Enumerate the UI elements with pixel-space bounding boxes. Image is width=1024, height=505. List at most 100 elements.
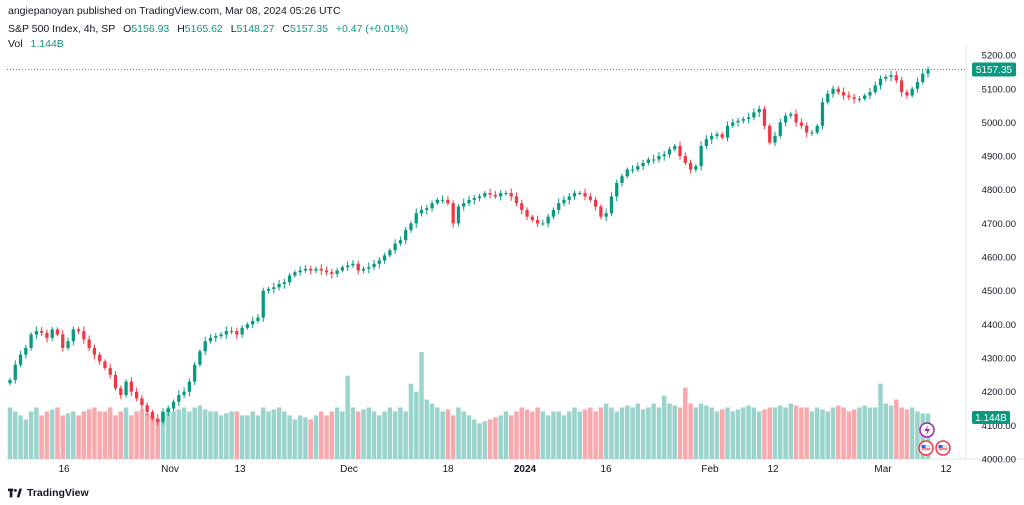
- candle-body: [430, 203, 434, 209]
- volume-bar: [688, 403, 693, 459]
- volume-bar: [440, 411, 445, 459]
- candle-body: [145, 405, 149, 412]
- volume-bar: [334, 407, 340, 459]
- volume-bar: [371, 411, 377, 459]
- volume-bar: [81, 411, 87, 459]
- candle-body: [731, 122, 735, 126]
- volume-bar: [561, 415, 567, 459]
- volume-bar: [308, 419, 313, 459]
- time-tick-label: Nov: [161, 464, 179, 475]
- price-tick-label: 5200.00: [982, 51, 1016, 62]
- candle-body: [113, 374, 118, 389]
- volume-bar: [255, 415, 261, 459]
- candle-body: [488, 193, 492, 195]
- candle-body: [171, 401, 176, 409]
- candle-body: [71, 329, 75, 342]
- volume-bar: [324, 415, 329, 459]
- volume-bar: [403, 411, 408, 459]
- price-tick-label: 5000.00: [982, 118, 1016, 129]
- candle-body: [166, 408, 170, 412]
- candle-body: [319, 268, 323, 271]
- candle-body: [493, 194, 498, 197]
- volume-bar: [28, 411, 34, 459]
- volume-bar: [493, 417, 498, 459]
- volume-bar: [846, 411, 852, 459]
- volume-bar: [139, 409, 145, 459]
- volume-bar: [878, 383, 883, 459]
- candle-body: [240, 327, 244, 335]
- candle-body: [66, 341, 70, 348]
- candle-body: [620, 176, 624, 183]
- footer-brand: TradingView: [27, 487, 89, 499]
- candle-body: [694, 166, 698, 170]
- candle-body: [805, 125, 809, 133]
- candle-body: [588, 196, 592, 200]
- candle-body: [551, 209, 556, 217]
- candle-body: [593, 199, 598, 207]
- volume-bar: [266, 411, 271, 459]
- volume-bar: [387, 407, 393, 459]
- volume-label: Vol: [8, 38, 23, 50]
- candle-body: [520, 203, 524, 210]
- volume-bar: [287, 415, 292, 459]
- volume-bar: [704, 405, 709, 459]
- candle-body: [710, 135, 714, 140]
- ohlc-legend: S&P 500 Index, 4h, SP O5156.93 H5165.62 …: [8, 23, 413, 35]
- candle-body: [599, 206, 603, 217]
- candle-body: [483, 193, 487, 197]
- volume-bar: [656, 407, 662, 459]
- price-tick-label: 4600.00: [982, 253, 1016, 264]
- candle-body: [636, 166, 640, 170]
- high-value: 5165.62: [184, 23, 223, 35]
- candle-body: [356, 263, 360, 271]
- candle-body: [372, 263, 376, 268]
- volume-bar: [814, 407, 820, 459]
- volume-bar: [482, 421, 488, 459]
- volume-bar: [23, 419, 29, 459]
- volume-bar: [646, 407, 651, 459]
- candle-body: [182, 391, 186, 396]
- candle-body: [34, 331, 39, 335]
- candle-body: [741, 119, 745, 121]
- candles: [8, 66, 930, 426]
- volume-bar: [108, 407, 113, 459]
- candle-body: [752, 112, 756, 118]
- volume-bar: [171, 411, 176, 459]
- candle-body: [847, 95, 851, 98]
- candle-body: [87, 339, 91, 348]
- volume-bar: [424, 399, 430, 459]
- time-tick-label: Feb: [701, 464, 719, 475]
- volume-bar: [741, 407, 746, 459]
- change-value: +0.47 (+0.01%): [335, 23, 409, 35]
- candle-body: [425, 208, 429, 210]
- candle-body: [29, 334, 33, 348]
- candle-body: [736, 120, 740, 123]
- open-value: 5156.93: [131, 23, 170, 35]
- time-tick-label: 12: [940, 464, 952, 475]
- volume-bar: [577, 411, 583, 459]
- time-tick-label: Mar: [874, 464, 892, 475]
- volume-bar: [55, 407, 60, 459]
- candle-body: [203, 341, 207, 352]
- volume-bar: [92, 407, 97, 459]
- candle-body: [799, 122, 804, 126]
- candle-body: [414, 213, 418, 224]
- candle-body: [873, 85, 877, 93]
- volume-bar: [793, 405, 799, 459]
- candle-body: [272, 287, 276, 290]
- volume-bar: [661, 395, 667, 459]
- volume-bar: [551, 411, 556, 459]
- volume-bar: [361, 409, 366, 459]
- volume-bar: [804, 407, 809, 459]
- candle-body: [504, 193, 508, 195]
- volume-bar: [598, 407, 604, 459]
- volume-bar: [65, 413, 71, 459]
- volume-bar: [229, 411, 234, 459]
- candle-body: [625, 169, 629, 177]
- candle-body: [831, 88, 835, 94]
- volume-bar: [799, 407, 804, 459]
- volume-bar: [224, 413, 229, 459]
- tradingview-footer[interactable]: TradingView: [8, 487, 89, 499]
- candle-body: [214, 336, 218, 338]
